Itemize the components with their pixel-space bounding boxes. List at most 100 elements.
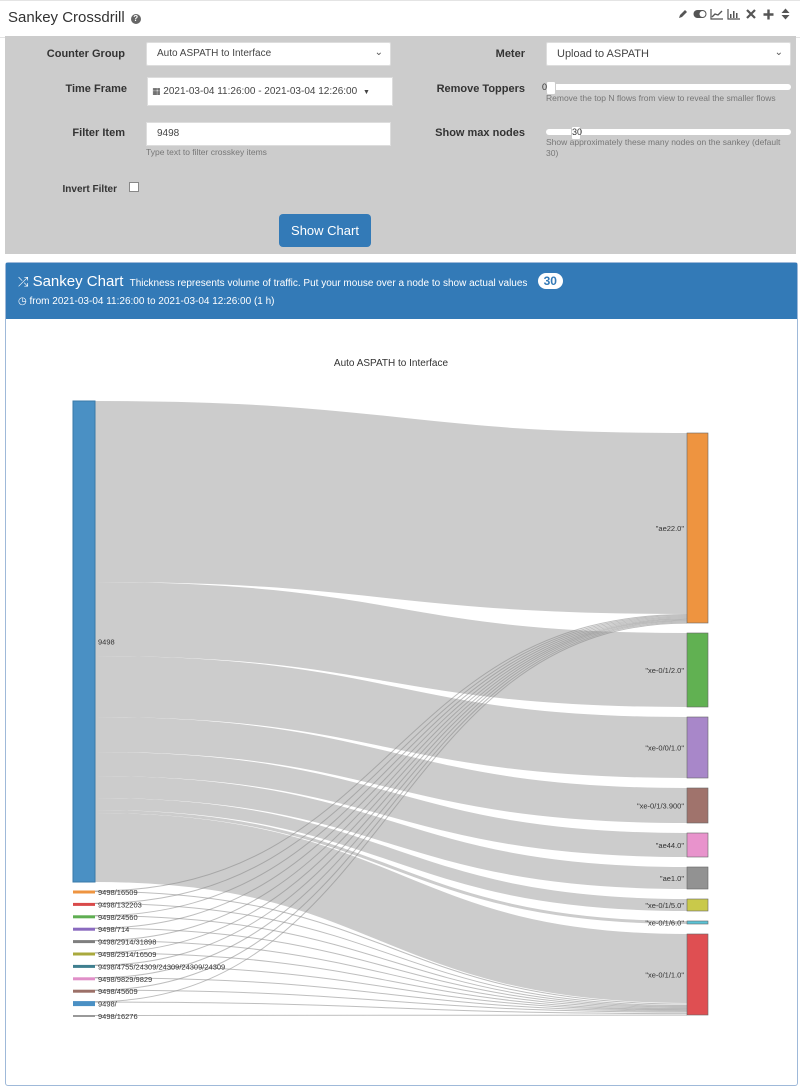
- sankey-link[interactable]: [94, 940, 688, 1009]
- question-circle-icon[interactable]: ?: [130, 14, 141, 24]
- sankey-link[interactable]: [94, 618, 688, 942]
- sankey-link[interactable]: [94, 582, 688, 707]
- sankey-source-label: 9498/24560: [98, 913, 138, 922]
- sankey-source-node[interactable]: [73, 940, 95, 944]
- sankey-target-label: "xe-0/0/1.0": [645, 744, 684, 753]
- sankey-target-label: "xe-0/1/1.0": [645, 971, 684, 980]
- plus-icon[interactable]: [761, 7, 775, 21]
- remove-toppers-hint: Remove the top N flows from view to reve…: [546, 93, 776, 103]
- sankey-link[interactable]: [94, 964, 688, 1011]
- meter-label: Meter: [495, 48, 525, 60]
- remove-toppers-value: 0: [542, 82, 548, 92]
- show-max-nodes-label: Show max nodes: [435, 127, 525, 139]
- sankey-link[interactable]: [94, 798, 688, 911]
- sankey-source-node[interactable]: [73, 989, 95, 993]
- sankey-source-node[interactable]: [73, 977, 95, 981]
- calendar-icon: ▦: [152, 86, 161, 96]
- sort-icon[interactable]: [778, 7, 792, 21]
- caret-down-icon: ▼: [362, 89, 370, 96]
- sankey-link[interactable]: [94, 915, 688, 1007]
- counter-group-select[interactable]: Auto ASPATH to Interface ⌄: [146, 42, 391, 66]
- close-icon[interactable]: [744, 7, 758, 21]
- sankey-target-node[interactable]: [686, 933, 709, 1016]
- show-chart-button[interactable]: Show Chart: [279, 214, 371, 247]
- sankey-link[interactable]: [94, 989, 688, 1013]
- bar-chart-icon[interactable]: [727, 7, 741, 21]
- sankey-link[interactable]: [94, 615, 688, 904]
- sankey-source-node[interactable]: [73, 964, 95, 968]
- slider-thumb[interactable]: [571, 126, 581, 140]
- sankey-target-node[interactable]: [686, 432, 709, 624]
- invert-filter-checkbox[interactable]: [129, 182, 139, 192]
- remove-toppers-label: Remove Toppers: [436, 83, 525, 95]
- sankey-chart-panel: ⤮ Sankey Chart Thickness represents volu…: [5, 262, 798, 1086]
- page-title: Sankey Crossdrill?: [8, 9, 141, 26]
- sankey-link[interactable]: [94, 614, 688, 892]
- sankey-target-node[interactable]: [686, 632, 709, 708]
- sankey-link[interactable]: [94, 927, 688, 1008]
- sankey-target-label: "xe-0/1/6.0": [645, 919, 684, 928]
- sankey-source-label: 9498/2914/31898: [98, 938, 156, 947]
- sankey-source-node[interactable]: [73, 952, 95, 956]
- sankey-link[interactable]: [94, 902, 688, 1006]
- filter-item-input[interactable]: 9498: [146, 122, 391, 146]
- toolbar: [676, 7, 792, 21]
- sankey-link[interactable]: [94, 776, 688, 889]
- sankey-source-node[interactable]: [73, 902, 95, 906]
- show-max-nodes-slider[interactable]: [546, 126, 791, 140]
- sankey-link[interactable]: [94, 656, 688, 778]
- sankey-source-label: 9498/132203: [98, 900, 142, 909]
- node-count-badge: 30: [537, 273, 563, 289]
- sankey-link[interactable]: [94, 717, 688, 823]
- pencil-icon[interactable]: [676, 7, 690, 21]
- slider-thumb[interactable]: [546, 81, 556, 95]
- sankey-link[interactable]: [94, 810, 688, 924]
- invert-filter-label: Invert Filter: [62, 184, 117, 195]
- time-frame-label: Time Frame: [65, 83, 127, 95]
- chart-panel-title: ⤮ Sankey Chart Thickness represents volu…: [18, 273, 563, 290]
- sankey-link[interactable]: [94, 891, 688, 1005]
- sankey-link[interactable]: [94, 813, 688, 1003]
- sankey-target-node[interactable]: [686, 832, 709, 858]
- sankey-source-node[interactable]: [73, 1015, 95, 1017]
- chart-panel-subtitle: Thickness represents volume of traffic. …: [129, 278, 528, 289]
- sankey-target-label: "ae44.0": [656, 841, 685, 850]
- toggle-icon[interactable]: [693, 7, 707, 21]
- sankey-source-node[interactable]: [73, 927, 95, 931]
- sankey-source-node[interactable]: [73, 915, 95, 919]
- chevron-down-icon: ⌄: [774, 47, 783, 58]
- form-panel: Counter Group Auto ASPATH to Interface ⌄ …: [5, 36, 796, 254]
- sankey-link[interactable]: [94, 1001, 688, 1015]
- remove-toppers-slider[interactable]: [546, 81, 791, 95]
- sankey-link[interactable]: [94, 622, 688, 1003]
- chart-time-range: ◷ from 2021-03-04 11:26:00 to 2021-03-04…: [18, 296, 275, 307]
- sankey-link[interactable]: [94, 620, 688, 979]
- line-chart-icon[interactable]: [710, 7, 724, 21]
- sankey-source-label: 9498/2914/16509: [98, 950, 156, 959]
- sankey-link[interactable]: [94, 752, 688, 857]
- show-max-nodes-hint: Show approximately these many nodes on t…: [546, 137, 781, 158]
- random-shuffle-icon: ⤮: [18, 274, 29, 289]
- sankey-link[interactable]: [94, 977, 688, 1012]
- sankey-link[interactable]: [94, 621, 688, 991]
- sankey-target-node[interactable]: [686, 920, 709, 925]
- sankey-source-node[interactable]: [73, 1001, 95, 1007]
- sankey-link[interactable]: [94, 618, 688, 954]
- sankey-target-node[interactable]: [686, 866, 709, 890]
- sankey-link[interactable]: [94, 952, 688, 1010]
- sankey-source-node[interactable]: [73, 890, 95, 894]
- counter-group-label: Counter Group: [46, 48, 125, 60]
- sankey-target-node[interactable]: [686, 787, 709, 824]
- sankey-link[interactable]: [94, 401, 688, 614]
- show-max-nodes-value: 30: [572, 127, 583, 137]
- sankey-source-node[interactable]: [72, 400, 96, 883]
- sankey-target-label: "xe-0/1/2.0": [645, 666, 684, 675]
- sankey-link[interactable]: [94, 619, 688, 966]
- sankey-link[interactable]: [94, 617, 688, 929]
- sankey-target-node[interactable]: [686, 898, 709, 912]
- sankey-target-node[interactable]: [686, 716, 709, 779]
- time-frame-picker[interactable]: ▦ 2021-03-04 11:26:00 - 2021-03-04 12:26…: [147, 77, 393, 106]
- sankey-source-label: 9498/16276: [98, 1012, 138, 1021]
- meter-select[interactable]: Upload to ASPATH ⌄: [546, 42, 791, 66]
- sankey-link[interactable]: [94, 616, 688, 917]
